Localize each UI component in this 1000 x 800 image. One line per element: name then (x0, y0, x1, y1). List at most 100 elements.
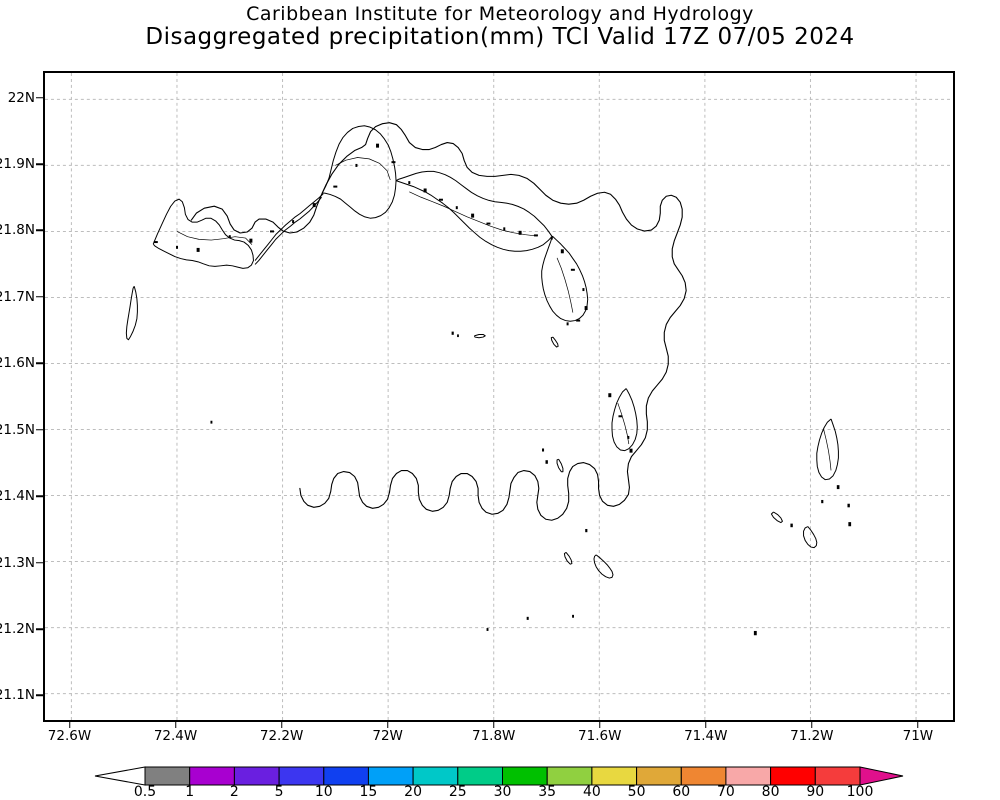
colorbar-swatch (770, 766, 816, 786)
coastline-fuzz (408, 181, 411, 185)
y-tick-mark (36, 495, 43, 497)
coastline-fuzz (518, 230, 522, 235)
y-tick-mark (36, 628, 43, 630)
coastline-fuzz (584, 306, 588, 311)
x-tick-mark (280, 722, 283, 728)
islet-marker (210, 420, 213, 424)
coastline-segment (770, 511, 783, 524)
colorbar-tick-label: 35 (538, 784, 557, 800)
y-tick-label: 21.8N (0, 222, 35, 239)
colorbar-tick-label: 50 (627, 784, 646, 800)
y-tick-mark (36, 163, 43, 165)
coastline-fuzz (355, 163, 358, 167)
coastline-segment (550, 336, 559, 348)
coastline-main-outline (190, 122, 687, 521)
coastline-fuzz (333, 185, 338, 188)
coastline-fuzz (153, 241, 158, 244)
islet-marker (545, 460, 548, 464)
coastline-segment (254, 193, 324, 261)
x-tick-mark (917, 722, 919, 728)
map-gridlines (45, 73, 953, 720)
title-block: Caribbean Institute for Meteorology and … (0, 0, 1000, 50)
colorbar-tick-label: 10 (314, 784, 333, 800)
colorbar-svg (94, 766, 904, 786)
x-tick-label: 71.8W (471, 728, 516, 744)
coastline-fuzz (196, 247, 200, 252)
colorbar-tick-label: 80 (761, 784, 780, 800)
y-axis-labels: 22N 21.9N 21.8N 21.7N 21.6N 21.5N 21.4N … (0, 0, 43, 800)
colorbar-tick-label: 5 (274, 784, 284, 800)
colorbar-swatch (144, 766, 191, 786)
coastline-fuzz (270, 230, 274, 233)
coastline-fuzz (292, 220, 295, 224)
colorbar-tick-label: 90 (806, 784, 825, 800)
colorbar-tick-label: 30 (493, 784, 512, 800)
x-tick-label: 72.4W (153, 728, 198, 744)
y-tick-label: 21.4N (0, 488, 35, 505)
coastline-segment (152, 198, 254, 269)
x-tick-label: 71.6W (578, 728, 622, 744)
colorbar-tick-label: 100 (846, 784, 874, 800)
map-svg (45, 73, 953, 720)
coastline-fuzz (629, 448, 633, 453)
x-tick-mark (492, 722, 495, 728)
colorbar (0, 762, 1000, 800)
coastline-inner-detail (823, 429, 832, 471)
coastline-fuzz (455, 206, 458, 210)
coastline-inner-detail (335, 157, 391, 181)
coastline-fuzz (438, 198, 443, 201)
islet-marker (848, 522, 852, 527)
coastline-fuzz (608, 393, 612, 398)
x-tick-mark (811, 722, 813, 728)
coastline-fuzz (471, 213, 475, 218)
island-fill-layer (153, 143, 852, 636)
x-tick-mark (386, 722, 389, 728)
y-tick-label: 21.5N (0, 421, 35, 438)
y-tick-label: 21.2N (0, 621, 35, 637)
colorbar-swatch (323, 766, 369, 786)
coastline-inner-detail (176, 231, 253, 245)
x-tick-label: 71.4W (684, 728, 728, 744)
coastline-fuzz (582, 288, 585, 292)
y-tick-label: 21.7N (0, 288, 35, 305)
colorbar-swatch (502, 766, 548, 786)
coastline-segment (816, 418, 839, 481)
coastline-fuzz (576, 319, 581, 322)
coastline-segment (254, 196, 322, 265)
colorbar-tick-label: 20 (404, 784, 423, 800)
colorbar-over-arrow (859, 766, 904, 786)
coastline-fuzz (618, 415, 623, 418)
coastline-layer (190, 122, 687, 521)
colorbar-swatch (367, 766, 414, 786)
x-tick-mark (705, 722, 707, 728)
x-tick-label: 72.2W (259, 728, 304, 744)
colorbar-swatch (546, 766, 593, 786)
coastline-fuzz (376, 143, 380, 148)
colorbar-swatch (412, 766, 459, 786)
islet-marker (486, 628, 489, 631)
coastline-fuzz (533, 234, 538, 237)
coastline-segment (125, 286, 138, 341)
islet-marker (821, 499, 824, 504)
y-tick-label: 21.6N (0, 355, 35, 372)
coastline-segment (395, 180, 553, 252)
colorbar-tick-label: 15 (359, 784, 378, 800)
coastline-segment (611, 388, 638, 452)
coastline-inner-detail (409, 191, 538, 237)
page-title: Disaggregated precipitation(mm) TCI Vali… (145, 24, 855, 50)
coastline-fuzz (176, 245, 179, 249)
y-tick-mark (36, 229, 43, 232)
x-tick-label: 71.2W (790, 728, 834, 744)
islet-marker (790, 523, 793, 528)
coastline-segment (395, 170, 553, 237)
colorbar-swatch (636, 766, 682, 786)
islet-marker (542, 448, 545, 452)
map-plot-area (43, 71, 955, 722)
y-tick-label: 22N (7, 89, 35, 106)
x-tick-mark (68, 722, 71, 728)
coastline-segment (803, 526, 818, 549)
institute-title: Caribbean Institute for Meteorology and … (246, 3, 754, 25)
y-tick-mark (36, 428, 43, 431)
y-tick-label: 21.9N (0, 156, 35, 172)
